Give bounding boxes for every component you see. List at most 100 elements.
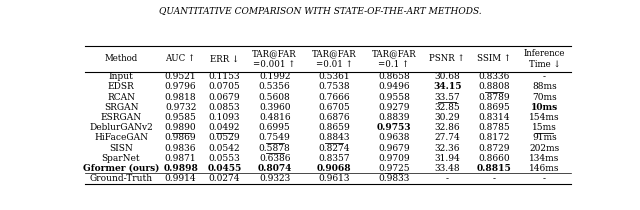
Text: -: - [493,174,496,183]
Text: RCAN: RCAN [107,93,135,102]
Text: 32.86: 32.86 [435,123,460,132]
Text: 32.36: 32.36 [435,143,460,152]
Text: SISN: SISN [109,143,133,152]
Text: 0.9871: 0.9871 [164,154,196,163]
Text: 32.85: 32.85 [435,103,460,112]
Text: 0.9914: 0.9914 [164,174,196,183]
Text: 0.9279: 0.9279 [378,103,410,112]
Text: 0.0529: 0.0529 [209,133,241,142]
Text: 0.5608: 0.5608 [259,93,291,102]
Text: 0.0455: 0.0455 [207,164,242,173]
Text: ESRGAN: ESRGAN [100,113,141,122]
Text: 0.9898: 0.9898 [163,164,198,173]
Text: 0.0679: 0.0679 [209,93,241,102]
Text: 0.9679: 0.9679 [378,143,410,152]
Text: Gformer (ours): Gformer (ours) [83,164,159,173]
Text: 70ms: 70ms [532,93,557,102]
Text: 0.7549: 0.7549 [259,133,291,142]
Text: Method: Method [104,54,138,63]
Text: 0.9796: 0.9796 [164,82,196,91]
Text: 0.8660: 0.8660 [478,154,510,163]
Text: 0.8815: 0.8815 [477,164,511,173]
Text: SparNet: SparNet [102,154,140,163]
Text: 0.9725: 0.9725 [378,164,410,173]
Text: 0.9732: 0.9732 [165,103,196,112]
Text: 0.9753: 0.9753 [376,123,411,132]
Text: TAR@FAR
=0.01 ↑: TAR@FAR =0.01 ↑ [312,49,356,69]
Text: 0.6705: 0.6705 [318,103,350,112]
Text: 0.3960: 0.3960 [259,103,291,112]
Text: 0.0705: 0.0705 [209,82,241,91]
Text: 0.0274: 0.0274 [209,174,240,183]
Text: 0.8789: 0.8789 [478,93,510,102]
Text: 0.8314: 0.8314 [479,113,510,122]
Text: 0.8172: 0.8172 [479,133,510,142]
Text: -: - [445,174,449,183]
Text: 0.6876: 0.6876 [319,113,350,122]
Text: 31.94: 31.94 [435,154,460,163]
Text: TAR@FAR
=0.001 ↑: TAR@FAR =0.001 ↑ [252,49,297,69]
Text: 0.9613: 0.9613 [319,174,350,183]
Text: 0.9818: 0.9818 [164,93,196,102]
Text: 0.9068: 0.9068 [317,164,351,173]
Text: 0.8357: 0.8357 [319,154,350,163]
Text: 0.9833: 0.9833 [378,174,410,183]
Text: 0.9890: 0.9890 [164,123,196,132]
Text: 15ms: 15ms [532,123,557,132]
Text: 0.0492: 0.0492 [209,123,240,132]
Text: 0.8274: 0.8274 [319,143,350,152]
Text: SRGAN: SRGAN [104,103,138,112]
Text: -: - [543,72,546,81]
Text: 88ms: 88ms [532,82,557,91]
Text: 0.9558: 0.9558 [378,93,410,102]
Text: 0.4816: 0.4816 [259,113,291,122]
Text: 33.57: 33.57 [435,93,460,102]
Text: 0.5361: 0.5361 [319,72,350,81]
Text: 0.9496: 0.9496 [378,82,410,91]
Text: 0.5356: 0.5356 [259,82,291,91]
Text: 0.8729: 0.8729 [479,143,510,152]
Text: 0.7666: 0.7666 [319,93,350,102]
Text: EDSR: EDSR [108,82,134,91]
Text: 27.74: 27.74 [435,133,460,142]
Text: 10ms: 10ms [531,103,558,112]
Text: HiFaceGAN: HiFaceGAN [94,133,148,142]
Text: AUC ↑: AUC ↑ [166,54,196,63]
Text: 0.8785: 0.8785 [478,123,510,132]
Text: Ground-Truth: Ground-Truth [90,174,152,183]
Text: 0.8074: 0.8074 [257,164,292,173]
Text: 0.9836: 0.9836 [165,143,196,152]
Text: DeblurGANv2: DeblurGANv2 [89,123,153,132]
Text: 0.0853: 0.0853 [209,103,241,112]
Text: 202ms: 202ms [529,143,559,152]
Text: 0.5878: 0.5878 [259,143,291,152]
Text: 0.9709: 0.9709 [378,154,410,163]
Text: 0.7538: 0.7538 [319,82,350,91]
Text: 0.0542: 0.0542 [209,143,241,152]
Text: 0.8808: 0.8808 [478,82,510,91]
Text: ERR ↓: ERR ↓ [210,54,239,63]
Text: 0.1093: 0.1093 [209,113,240,122]
Text: 0.6386: 0.6386 [259,154,291,163]
Text: 0.1153: 0.1153 [209,72,241,81]
Text: 0.8659: 0.8659 [318,123,350,132]
Text: 0.9638: 0.9638 [378,133,410,142]
Text: Input: Input [109,72,134,81]
Text: 0.9585: 0.9585 [164,113,196,122]
Text: 154ms: 154ms [529,113,560,122]
Text: PSNR ↑: PSNR ↑ [429,54,465,63]
Text: TAR@FAR
=0.1 ↑: TAR@FAR =0.1 ↑ [371,49,416,69]
Text: 146ms: 146ms [529,164,559,173]
Text: 0.8695: 0.8695 [478,103,510,112]
Text: 0.8839: 0.8839 [378,113,410,122]
Text: 0.9521: 0.9521 [164,72,196,81]
Text: 91ms: 91ms [532,133,557,142]
Text: 0.8658: 0.8658 [378,72,410,81]
Text: 0.1992: 0.1992 [259,72,291,81]
Text: Inference
Time ↓: Inference Time ↓ [524,49,565,69]
Text: SSIM ↑: SSIM ↑ [477,54,511,63]
Text: 30.68: 30.68 [435,72,460,81]
Text: QUANTITATIVE COMPARISON WITH STATE-OF-THE-ART METHODS.: QUANTITATIVE COMPARISON WITH STATE-OF-TH… [159,6,481,15]
Text: 34.15: 34.15 [433,82,461,91]
Text: 0.8336: 0.8336 [479,72,510,81]
